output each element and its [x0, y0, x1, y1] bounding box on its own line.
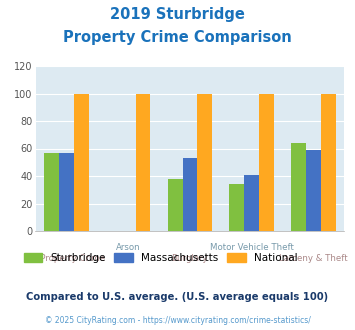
Text: Larceny & Theft: Larceny & Theft	[279, 254, 348, 263]
Bar	[182, 158, 197, 231]
Bar	[59, 152, 74, 231]
Text: Compared to U.S. average. (U.S. average equals 100): Compared to U.S. average. (U.S. average …	[26, 292, 329, 302]
Bar	[229, 184, 244, 231]
Text: © 2025 CityRating.com - https://www.cityrating.com/crime-statistics/: © 2025 CityRating.com - https://www.city…	[45, 316, 310, 325]
Bar	[136, 93, 151, 231]
Bar	[321, 93, 336, 231]
Text: 2019 Sturbridge: 2019 Sturbridge	[110, 7, 245, 21]
Text: Property Crime Comparison: Property Crime Comparison	[63, 30, 292, 45]
Legend: Sturbridge, Massachusetts, National: Sturbridge, Massachusetts, National	[20, 249, 302, 267]
Bar	[74, 93, 89, 231]
Text: Motor Vehicle Theft: Motor Vehicle Theft	[210, 243, 294, 251]
Bar	[44, 152, 59, 231]
Text: All Property Crime: All Property Crime	[27, 254, 105, 263]
Text: Arson: Arson	[116, 243, 141, 251]
Bar	[306, 150, 321, 231]
Bar	[291, 143, 306, 231]
Text: Burglary: Burglary	[171, 254, 208, 263]
Bar	[197, 93, 212, 231]
Bar	[259, 93, 274, 231]
Bar	[168, 179, 182, 231]
Bar	[244, 175, 259, 231]
